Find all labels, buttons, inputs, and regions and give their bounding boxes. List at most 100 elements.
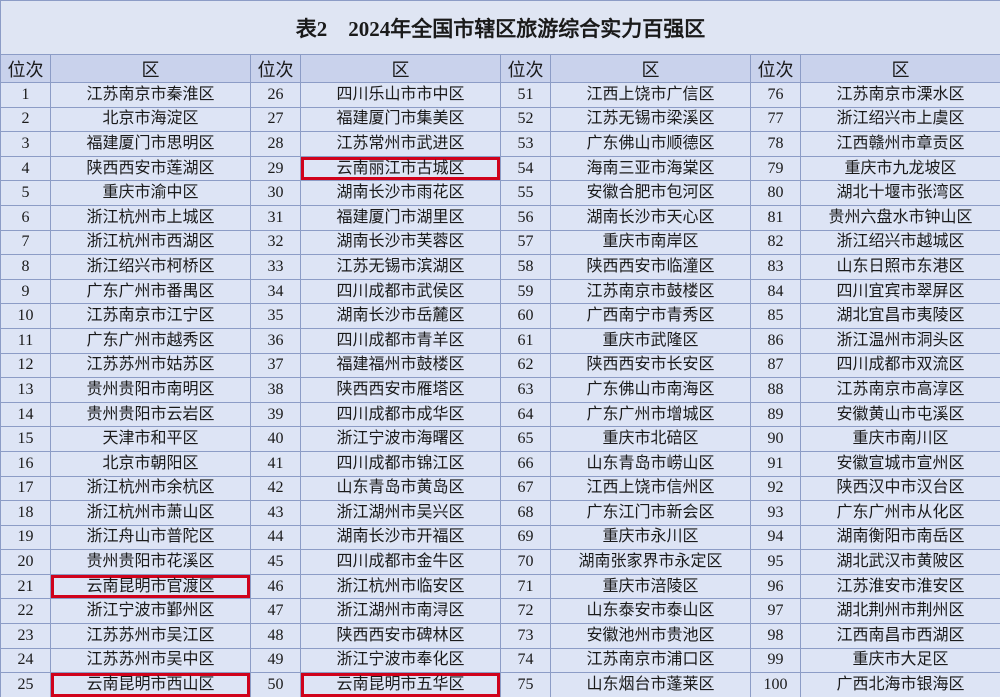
rank-cell: 85: [750, 303, 801, 329]
district-cell: 浙江宁波市鄞州区: [50, 598, 251, 625]
rank-cell: 45: [250, 549, 301, 575]
rank-cell: 21: [0, 573, 51, 600]
rank-cell: 100: [750, 672, 801, 697]
rank-cell: 30: [250, 180, 301, 206]
table-head: 表2 2024年全国市辖区旅游综合实力百强区 位次区位次区位次区位次区: [0, 0, 1000, 83]
rank-cell: 50: [250, 672, 301, 697]
rank-cell: 98: [750, 623, 801, 649]
table-row: 21 云南昆明市官渡区 46 浙江杭州市临安区 71 重庆市涪陵区 96 江苏淮安市淮安区: [0, 573, 1000, 600]
rank-cell: 93: [750, 500, 801, 526]
rank-cell: 5: [0, 180, 51, 206]
rank-cell: 65: [500, 426, 551, 452]
district-cell: 广东佛山市南海区: [550, 377, 751, 403]
district-cell: 浙江湖州市吴兴区: [300, 500, 501, 526]
district-cell: 重庆市渝中区: [50, 180, 251, 206]
rank-cell: 69: [500, 524, 551, 551]
table-row: 20 贵州贵阳市花溪区 45 四川成都市金牛区 70 湖南张家界市永定区 95 湖北武汉市黄陂…: [0, 549, 1000, 575]
table-row: 10 江苏南京市江宁区 35 湖南长沙市岳麓区 60 广西南宁市青秀区 85 湖北宜昌市夷陵区: [0, 303, 1000, 329]
rank-cell: 47: [250, 598, 301, 625]
district-cell: 四川成都市武侯区: [300, 278, 501, 305]
column-header: 区: [550, 54, 751, 83]
rank-cell: 70: [500, 549, 551, 575]
district-cell: 广东江门市新会区: [550, 500, 751, 526]
district-cell: 福建福州市鼓楼区: [300, 352, 501, 379]
rank-cell: 8: [0, 254, 51, 280]
rank-cell: 56: [500, 204, 551, 231]
column-header: 位次: [500, 54, 551, 83]
district-cell: 湖南长沙市岳麓区: [300, 303, 501, 329]
district-cell: 陕西西安市碑林区: [300, 623, 501, 649]
district-cell: 广西南宁市青秀区: [550, 303, 751, 329]
table-row: 22 浙江宁波市鄞州区 47 浙江湖州市南浔区 72 山东泰安市泰山区 97 湖北荆州市荆州区: [0, 598, 1000, 625]
rank-cell: 2: [0, 106, 51, 133]
rank-cell: 77: [750, 106, 801, 133]
district-cell: 浙江杭州市余杭区: [50, 475, 251, 502]
rank-cell: 1: [0, 82, 51, 108]
district-cell: 江苏淮安市淮安区: [800, 573, 1000, 600]
rank-cell: 59: [500, 278, 551, 305]
district-cell: 湖南长沙市开福区: [300, 524, 501, 551]
district-cell: 广西北海市银海区: [800, 672, 1000, 697]
rank-cell: 38: [250, 377, 301, 403]
rank-cell: 9: [0, 278, 51, 305]
table-row: 13 贵州贵阳市南明区 38 陕西西安市雁塔区 63 广东佛山市南海区 88 江苏南京市高淳区: [0, 377, 1000, 403]
column-header: 位次: [0, 54, 51, 83]
rank-cell: 40: [250, 426, 301, 452]
rank-cell: 24: [0, 647, 51, 674]
district-cell: 海南三亚市海棠区: [550, 155, 751, 182]
district-cell: 云南昆明市官渡区: [50, 573, 251, 600]
table-row: 8 浙江绍兴市柯桥区 33 江苏无锡市滨湖区 58 陕西西安市临潼区 83 山东日照市东港区: [0, 254, 1000, 280]
district-cell: 陕西西安市长安区: [550, 352, 751, 379]
rank-cell: 42: [250, 475, 301, 502]
rank-cell: 10: [0, 303, 51, 329]
rank-cell: 41: [250, 450, 301, 477]
district-cell: 江苏苏州市吴中区: [50, 647, 251, 674]
rank-cell: 99: [750, 647, 801, 674]
district-cell: 陕西西安市莲湖区: [50, 155, 251, 182]
rank-cell: 14: [0, 401, 51, 428]
district-cell: 四川成都市成华区: [300, 401, 501, 428]
district-cell: 北京市海淀区: [50, 106, 251, 133]
district-cell: 四川成都市青羊区: [300, 327, 501, 354]
district-cell: 重庆市永川区: [550, 524, 751, 551]
rank-cell: 71: [500, 573, 551, 600]
district-cell: 湖北十堰市张湾区: [800, 180, 1000, 206]
district-cell: 重庆市涪陵区: [550, 573, 751, 600]
rank-cell: 23: [0, 623, 51, 649]
rank-cell: 92: [750, 475, 801, 502]
rank-cell: 82: [750, 229, 801, 256]
district-cell: 湖南长沙市芙蓉区: [300, 229, 501, 256]
district-cell: 山东青岛市崂山区: [550, 450, 751, 477]
district-cell: 湖南长沙市天心区: [550, 204, 751, 231]
rank-cell: 84: [750, 278, 801, 305]
district-cell: 浙江杭州市临安区: [300, 573, 501, 600]
title-row: 表2 2024年全国市辖区旅游综合实力百强区: [0, 0, 1000, 55]
district-cell: 重庆市南岸区: [550, 229, 751, 256]
rank-cell: 73: [500, 623, 551, 649]
rank-cell: 83: [750, 254, 801, 280]
table-row: 25 云南昆明市西山区 50 云南昆明市五华区 75 山东烟台市蓬莱区 100 广西北海市银海…: [0, 672, 1000, 697]
rank-cell: 74: [500, 647, 551, 674]
rank-cell: 27: [250, 106, 301, 133]
rank-cell: 89: [750, 401, 801, 428]
rank-cell: 60: [500, 303, 551, 329]
rank-cell: 94: [750, 524, 801, 551]
rank-cell: 78: [750, 131, 801, 157]
rank-cell: 61: [500, 327, 551, 354]
table-row: 1 江苏南京市秦淮区 26 四川乐山市市中区 51 江西上饶市广信区 76 江苏南京市溧水区: [0, 82, 1000, 108]
rank-cell: 52: [500, 106, 551, 133]
rank-cell: 96: [750, 573, 801, 600]
district-cell: 山东烟台市蓬莱区: [550, 672, 751, 697]
rank-cell: 51: [500, 82, 551, 108]
rank-cell: 31: [250, 204, 301, 231]
rank-cell: 48: [250, 623, 301, 649]
rank-cell: 57: [500, 229, 551, 256]
district-cell: 浙江绍兴市上虞区: [800, 106, 1000, 133]
rank-cell: 76: [750, 82, 801, 108]
district-cell: 贵州贵阳市云岩区: [50, 401, 251, 428]
district-cell: 山东青岛市黄岛区: [300, 475, 501, 502]
rank-cell: 75: [500, 672, 551, 697]
rank-cell: 97: [750, 598, 801, 625]
district-cell: 四川成都市锦江区: [300, 450, 501, 477]
